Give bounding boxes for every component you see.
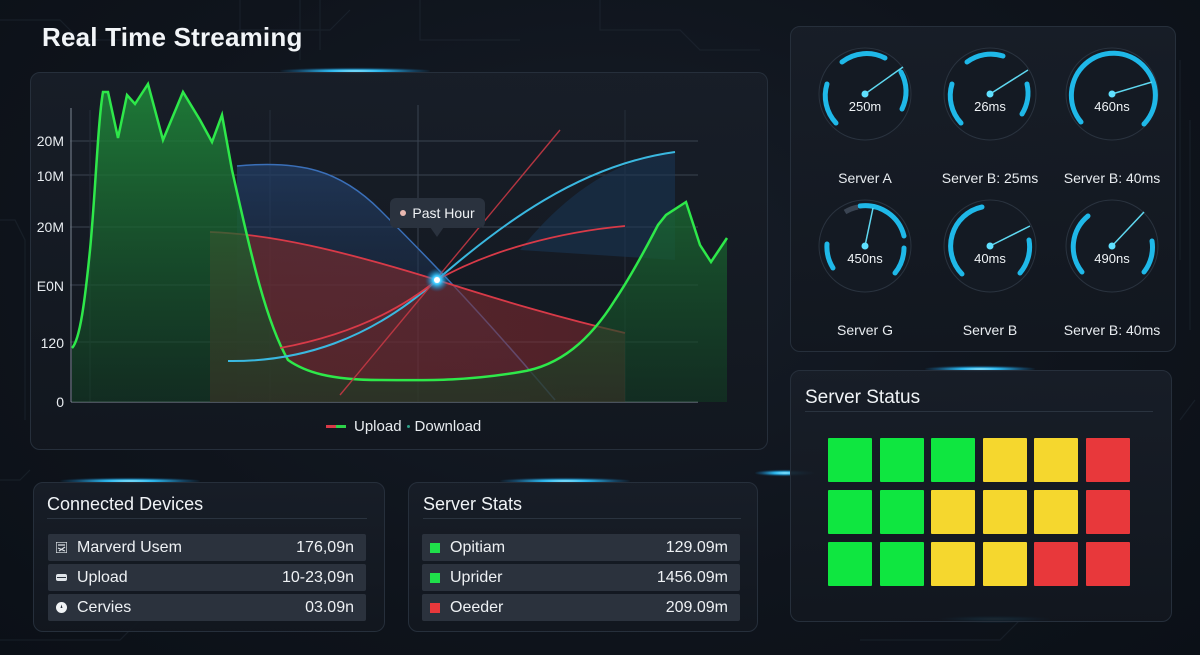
users-icon [56,542,67,553]
gauge-label: Server B [962,322,1018,338]
server-status-cell-red[interactable] [1085,490,1130,534]
server-status-cell-green[interactable] [879,490,924,534]
gauge-server-6: 490ns Server B: 40ms [1062,196,1162,338]
server-status-cell-yellow[interactable] [982,490,1027,534]
gauge-server-5: 40ms Server B [940,196,1040,338]
device-label: Upload [77,568,128,586]
gauge-server-4: 450ns Server G [815,196,915,338]
server-stat-row[interactable]: Opitiam 129.09m [422,534,740,561]
divider [47,518,367,519]
glow-accent [500,478,630,484]
glow-accent [755,470,815,476]
legend-separator-dot [406,425,410,428]
server-stat-label: Opitiam [450,538,506,556]
gauge-server-1: 250m Server A [815,44,915,186]
device-row[interactable]: Cervies 03.09n [48,594,366,621]
device-label: Cervies [77,598,132,616]
gauge-server-3: 460ns Server B: 40ms [1062,44,1162,186]
gauge-dial-icon [943,199,1037,293]
gauge-value: 460ns [1094,99,1130,114]
legend-upload[interactable]: Upload [354,418,402,435]
gauge-label: Server G [836,322,893,338]
server-status-cell-green[interactable] [879,438,924,482]
legend-download[interactable]: Download [414,418,482,435]
server-stat-label: Oeeder [450,598,504,616]
server-status-cell-green[interactable] [931,438,975,482]
status-green-icon [430,572,440,583]
glow-accent [60,478,200,484]
chart-tooltip: Past Hour [390,198,485,237]
device-label: Marverd Usem [77,538,182,556]
server-status-cell-red[interactable] [1085,438,1130,482]
device-value: 10-23,09n [281,568,354,586]
server-stat-row[interactable]: Oeeder 209.09m [422,594,740,621]
gauge-label: Server B: 40ms [1063,322,1161,338]
connected-devices-title: Connected Devices [47,494,204,514]
device-value: 176,09n [296,538,354,556]
gauge-label: Server B: 25ms [941,170,1039,186]
y-tick: 20M [36,219,64,235]
streaming-chart[interactable] [0,0,800,420]
server-status-cell-green[interactable] [828,490,872,534]
server-status-cell-green[interactable] [828,542,872,586]
chart-legend: Upload Download [326,418,481,435]
y-tick: 120 [40,335,64,351]
server-status-cell-yellow[interactable] [931,542,975,586]
gauge-server-2: 26ms Server B: 25ms [940,44,1040,186]
y-tick: 0 [56,394,64,410]
device-row[interactable]: Marverd Usem 176,09n [48,534,366,561]
device-row[interactable]: Upload 10-23,09n [48,564,366,591]
server-status-cell-yellow[interactable] [1034,490,1078,534]
gauge-dial-icon [818,47,912,141]
server-status-cell-yellow[interactable] [1034,438,1078,482]
gauge-label: Server B: 40ms [1063,170,1161,186]
status-red-icon [430,602,440,613]
device-value: 03.09n [305,598,354,616]
y-tick: 20M [36,133,64,149]
server-stat-row[interactable]: Uprider 1456.09m [422,564,740,591]
gauge-dial-icon [818,199,912,293]
server-status-cell-green[interactable] [828,438,872,482]
server-status-cell-yellow[interactable] [982,542,1027,586]
legend-line-icon [326,425,346,428]
server-status-cell-red[interactable] [1034,542,1078,586]
gauge-value: 250m [848,99,882,114]
gauge-dial-icon [943,47,1037,141]
server-status-cell-yellow[interactable] [931,490,975,534]
server-stat-value: 209.09m [665,598,728,616]
gauge-value: 40ms [974,251,1006,266]
gauge-label: Server A [838,170,892,186]
gauge-value: 490ns [1094,251,1130,266]
divider [423,518,741,519]
gauge-dial-icon [1065,199,1159,293]
server-stat-label: Uprider [450,568,503,586]
page-title: Real Time Streaming [42,22,303,52]
upload-area-series [210,232,625,402]
server-stats-title: Server Stats [423,494,523,514]
tooltip-text: Past Hour [412,205,475,221]
y-axis-labels: 20M 10M 20M E0N 120 0 [0,0,64,420]
glow-accent [280,68,430,74]
divider [805,411,1153,412]
gauge-value: 26ms [974,99,1006,114]
status-green-icon [430,542,440,553]
gauge-value: 450ns [847,251,883,266]
glow-accent [925,366,1035,372]
server-stat-value: 129.09m [665,538,728,556]
y-tick: 10M [36,168,64,184]
server-stat-value: 1456.09m [656,568,728,586]
y-tick: E0N [36,278,64,294]
tooltip-dot-icon [400,210,407,216]
server-status-cell-red[interactable] [1085,542,1130,586]
server-status-cell-yellow[interactable] [982,438,1027,482]
gauge-dial-icon [1065,47,1159,141]
server-status-title: Server Status [805,387,921,408]
server-status-cell-green[interactable] [879,542,924,586]
upload-bar-icon [56,574,67,581]
pin-icon [56,602,67,613]
download-area-series [72,84,727,402]
